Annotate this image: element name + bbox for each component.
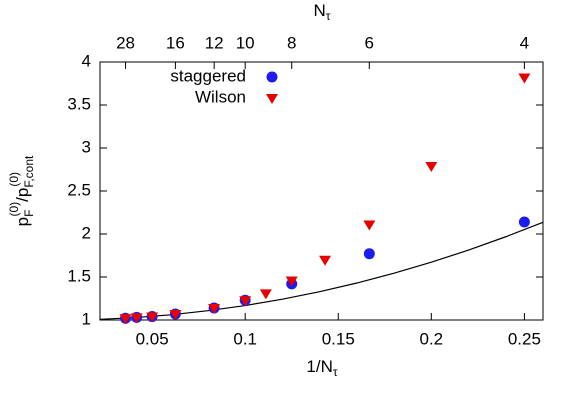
x2-tick-label: 10 <box>236 33 255 52</box>
point <box>239 296 252 307</box>
x2-tick-label: 4 <box>520 33 529 52</box>
point <box>518 73 531 84</box>
y-tick-label: 2 <box>82 223 91 242</box>
y-tick-label: 1.5 <box>67 266 91 285</box>
x-tick-label: 0.15 <box>322 329 355 348</box>
x2-axis-label: Nτ <box>313 1 330 23</box>
y-axis-label: pF(0)/pF,cont(0) <box>7 155 36 226</box>
label-part: (0) <box>7 202 21 217</box>
point <box>146 312 159 323</box>
point <box>285 276 298 287</box>
x2-tick-label: 16 <box>166 33 185 52</box>
legend-label: Wilson <box>195 87 246 106</box>
point <box>119 314 132 325</box>
x-tick-label: 0.1 <box>233 329 257 348</box>
label-part: 1/N <box>306 357 332 376</box>
label-part: τ <box>333 365 338 379</box>
point <box>363 220 376 231</box>
x-tick-label: 0.05 <box>136 329 169 348</box>
point <box>169 309 182 320</box>
x2-tick-label: 28 <box>116 33 135 52</box>
label-part: F <box>22 210 36 217</box>
legend-marker <box>266 71 278 83</box>
label-part: (0) <box>7 172 21 187</box>
point <box>363 248 375 260</box>
label-part: p <box>13 217 32 226</box>
x2-tick-label: 8 <box>287 33 296 52</box>
point <box>130 313 143 324</box>
y-tick-label: 4 <box>82 51 91 70</box>
fit-curve <box>99 221 544 320</box>
x2-tick-label: 12 <box>205 33 224 52</box>
y-tick-label: 3 <box>82 137 91 156</box>
label-part: /p <box>13 188 32 202</box>
point <box>518 216 530 228</box>
legend-marker <box>266 94 278 104</box>
x2-tick-label: 6 <box>365 33 374 52</box>
y-tick-label: 1 <box>82 309 91 328</box>
y-tick-label: 2.5 <box>67 180 91 199</box>
label-part: τ <box>326 9 331 23</box>
x-axis-label: 1/Nτ <box>306 357 337 379</box>
y-tick-label: 3.5 <box>67 94 91 113</box>
point <box>208 303 221 314</box>
x-tick-label: 0.25 <box>508 329 541 348</box>
x-tick-label: 0.2 <box>419 329 443 348</box>
label-part: N <box>313 1 325 20</box>
plot-frame <box>99 61 544 321</box>
label-part: F,cont <box>22 155 36 188</box>
point <box>319 255 332 266</box>
point <box>425 162 438 173</box>
legend-label: staggered <box>170 66 246 85</box>
point <box>259 289 272 300</box>
